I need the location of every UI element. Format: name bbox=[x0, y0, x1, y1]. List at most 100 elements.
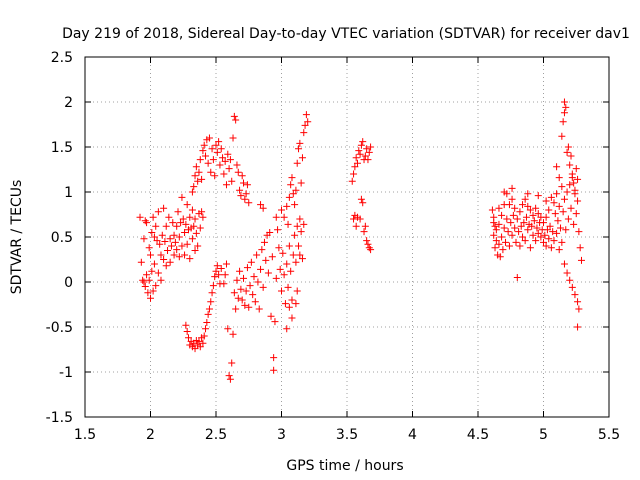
data-point bbox=[575, 228, 583, 236]
data-point bbox=[226, 156, 234, 164]
data-point bbox=[209, 282, 217, 290]
data-point bbox=[534, 192, 542, 200]
data-point bbox=[363, 237, 371, 245]
data-point bbox=[202, 325, 210, 333]
data-point bbox=[361, 222, 369, 230]
data-point bbox=[144, 289, 152, 297]
data-point bbox=[553, 190, 561, 198]
data-point bbox=[202, 152, 210, 160]
data-point bbox=[563, 188, 571, 196]
data-point bbox=[300, 129, 308, 137]
y-tick-label: -1.5 bbox=[46, 410, 73, 426]
data-point bbox=[304, 118, 312, 126]
data-point bbox=[570, 179, 578, 187]
x-tick-label: 1.5 bbox=[74, 427, 96, 443]
data-point bbox=[203, 319, 211, 326]
data-point bbox=[490, 219, 498, 227]
data-point bbox=[504, 228, 512, 236]
data-point bbox=[555, 246, 563, 254]
data-point bbox=[196, 224, 204, 232]
data-point bbox=[520, 219, 528, 227]
data-point bbox=[492, 226, 500, 234]
data-point bbox=[288, 296, 296, 304]
data-point bbox=[513, 215, 521, 223]
data-point bbox=[545, 235, 553, 243]
data-point bbox=[359, 138, 367, 146]
chart-title: Day 219 of 2018, Sidereal Day-to-day VTE… bbox=[62, 26, 630, 42]
data-point bbox=[296, 251, 304, 259]
data-point bbox=[236, 186, 244, 194]
data-point bbox=[503, 215, 511, 223]
data-point bbox=[521, 237, 529, 245]
data-point bbox=[554, 217, 562, 225]
data-point bbox=[233, 161, 241, 169]
data-point bbox=[574, 298, 582, 306]
data-point bbox=[572, 210, 580, 218]
data-point bbox=[532, 204, 540, 212]
data-point bbox=[188, 206, 196, 214]
data-point bbox=[224, 325, 232, 333]
data-point bbox=[183, 201, 191, 209]
data-point bbox=[348, 177, 356, 185]
data-point bbox=[270, 366, 278, 374]
data-point bbox=[222, 181, 230, 189]
data-point bbox=[253, 251, 261, 259]
data-point bbox=[162, 262, 170, 270]
data-point bbox=[171, 238, 179, 246]
data-point bbox=[195, 337, 203, 345]
data-point bbox=[546, 222, 554, 230]
data-point bbox=[164, 247, 172, 254]
data-point bbox=[542, 213, 550, 221]
data-point bbox=[153, 237, 161, 245]
data-point bbox=[558, 132, 566, 140]
data-point bbox=[198, 208, 206, 216]
data-point bbox=[560, 260, 568, 268]
data-point bbox=[352, 154, 360, 162]
data-point bbox=[513, 274, 521, 281]
data-point bbox=[524, 190, 532, 198]
data-point bbox=[511, 204, 519, 212]
data-point bbox=[232, 305, 240, 313]
data-point bbox=[519, 233, 527, 241]
data-point bbox=[365, 244, 373, 252]
data-point bbox=[353, 159, 361, 167]
data-point bbox=[547, 193, 555, 201]
data-point bbox=[190, 183, 198, 191]
data-point bbox=[283, 260, 291, 268]
data-point bbox=[191, 345, 199, 353]
data-point bbox=[564, 143, 572, 151]
data-point bbox=[526, 244, 534, 252]
data-point bbox=[232, 116, 240, 124]
data-point bbox=[213, 262, 221, 270]
data-point bbox=[553, 163, 561, 171]
data-point bbox=[545, 206, 553, 214]
data-point bbox=[237, 192, 245, 200]
y-axis-tick-labels: -1.5 -1 -0.5 0 0.5 1 1.5 2 2.5 bbox=[46, 50, 73, 426]
data-point bbox=[173, 246, 181, 254]
data-point bbox=[228, 359, 236, 367]
data-point bbox=[149, 287, 157, 295]
data-point bbox=[157, 276, 165, 284]
data-point bbox=[145, 276, 153, 284]
data-point bbox=[191, 247, 199, 254]
data-point bbox=[496, 253, 504, 261]
data-point bbox=[502, 238, 510, 246]
data-point bbox=[284, 283, 292, 291]
data-point bbox=[236, 267, 244, 275]
data-point bbox=[247, 258, 255, 266]
data-point bbox=[192, 163, 200, 171]
data-point bbox=[147, 251, 154, 259]
x-tick-label: 3 bbox=[277, 427, 286, 443]
data-point bbox=[495, 204, 503, 212]
data-point bbox=[245, 303, 253, 311]
data-point bbox=[199, 339, 207, 347]
data-point bbox=[191, 172, 199, 180]
data-point bbox=[274, 226, 282, 234]
data-point bbox=[148, 229, 156, 236]
data-point bbox=[183, 328, 191, 335]
data-point bbox=[188, 235, 196, 243]
data-point bbox=[238, 296, 246, 304]
data-point bbox=[272, 213, 280, 221]
data-point bbox=[141, 217, 149, 225]
data-point bbox=[183, 240, 191, 248]
